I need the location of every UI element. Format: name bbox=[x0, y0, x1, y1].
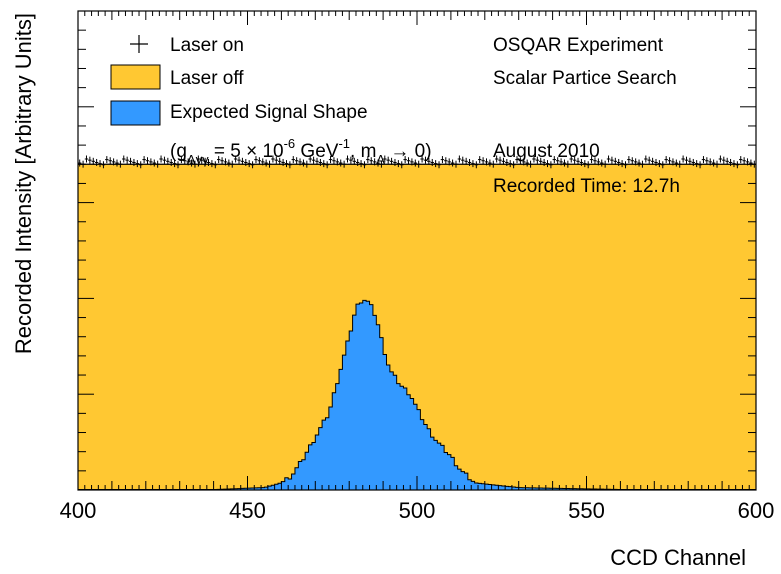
annotation-date: August 2010 bbox=[493, 141, 600, 162]
annotations: OSQAR Experiment Scalar Partice Search A… bbox=[493, 35, 680, 197]
legend-swatch-laser-off bbox=[110, 64, 161, 90]
annotation-search: Scalar Partice Search bbox=[493, 68, 677, 89]
legend-item-laser-off: Laser off bbox=[110, 64, 244, 90]
legend-label-laser-off: Laser off bbox=[170, 68, 244, 89]
y-axis-title: Recorded Intensity [Arbitrary Units] bbox=[11, 13, 36, 354]
legend-label-laser-on: Laser on bbox=[170, 35, 244, 56]
signal-edge bbox=[78, 299, 756, 491]
x-tick-labels: 400 450 500 550 600 bbox=[60, 498, 775, 523]
x-tick-label: 400 bbox=[60, 498, 97, 523]
annotation-recorded-time: Recorded Time: 12.7h bbox=[493, 176, 680, 197]
legend-label-signal: Expected Signal Shape bbox=[170, 102, 368, 123]
legend-coupling-formula: (gAγγ = 5 × 10-6 GeV-1, mA → 0) bbox=[170, 136, 432, 167]
x-tick-label: 500 bbox=[399, 498, 436, 523]
legend-item-signal: Expected Signal Shape bbox=[110, 100, 368, 126]
x-tick-label: 600 bbox=[738, 498, 775, 523]
legend: Laser on Laser off Expected Signal Shape… bbox=[110, 35, 432, 167]
axes bbox=[77, 10, 757, 491]
legend-swatch-signal bbox=[110, 100, 161, 126]
signal-histogram bbox=[78, 299, 756, 491]
x-tick-label: 450 bbox=[229, 498, 266, 523]
legend-item-laser-on: Laser on bbox=[130, 35, 244, 56]
laser-on-markers bbox=[78, 155, 756, 169]
x-tick-label: 550 bbox=[568, 498, 605, 523]
signal-fill bbox=[78, 300, 756, 490]
annotation-experiment: OSQAR Experiment bbox=[493, 35, 664, 56]
x-axis-title: CCD Channel bbox=[610, 545, 746, 570]
